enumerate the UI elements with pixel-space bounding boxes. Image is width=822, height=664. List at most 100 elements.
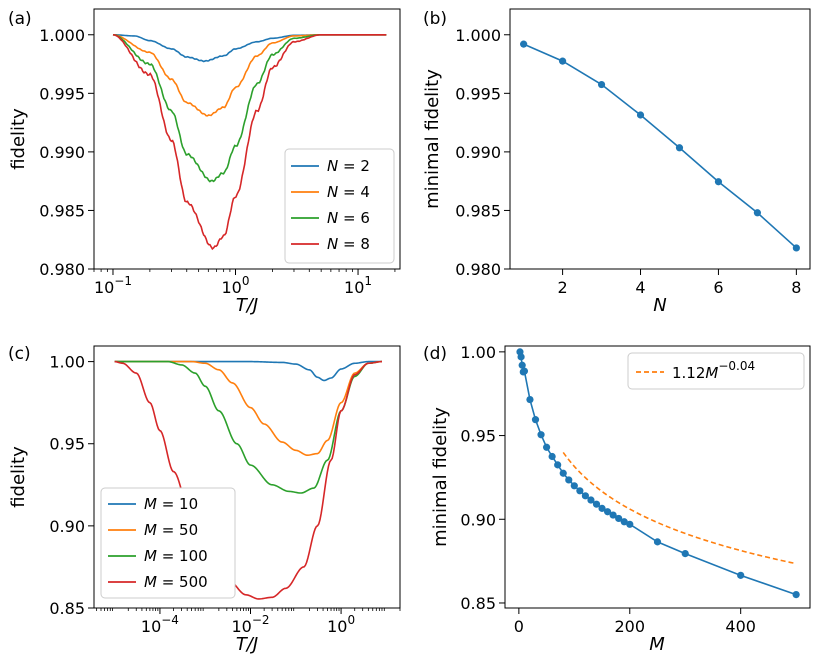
panel-d-ticks: 0 200 400 0.85 0.90 0.95 1.00 <box>460 343 756 636</box>
panel-a-ticks: 10−1 100 101 0.980 0.985 0.990 0.995 1.000 <box>39 26 396 297</box>
legend-label: N = 6 <box>327 209 370 227</box>
data-point <box>537 431 545 439</box>
panel-d-ylabel: minimal fidelity <box>430 407 451 547</box>
x-tick-label: 8 <box>791 278 801 297</box>
x-tick-label: 100 <box>327 613 355 636</box>
panel-c-frame <box>93 345 401 609</box>
x-tick-label: 400 <box>725 617 756 636</box>
data-point <box>558 57 567 65</box>
data-point <box>615 514 623 523</box>
data-point <box>675 144 684 152</box>
panel-c-ticks: 10−4 10−2 100 0.85 0.90 0.95 1.00 <box>49 353 401 636</box>
series-line <box>523 43 797 249</box>
x-tick-label: 101 <box>344 274 372 297</box>
data-point <box>753 209 762 217</box>
panel-d-label: (d) <box>423 344 447 364</box>
data-point <box>565 476 573 484</box>
panel-a-xlabel: T/J <box>236 295 258 316</box>
legend-label: M = 100 <box>144 547 208 565</box>
y-tick-label: 0.90 <box>460 510 496 529</box>
panel-c-series <box>114 360 382 600</box>
data-point <box>570 482 578 490</box>
x-tick-label: 10−1 <box>94 274 132 297</box>
data-point <box>548 452 556 461</box>
fit-line <box>562 451 797 565</box>
x-tick-label: 10−4 <box>141 613 179 636</box>
y-tick-label: 1.000 <box>39 26 85 45</box>
y-tick-label: 0.85 <box>49 599 85 618</box>
x-tick-label: 4 <box>635 278 645 297</box>
y-tick-label: 0.95 <box>49 435 85 454</box>
data-point <box>518 361 526 369</box>
panel-b-label: (b) <box>423 9 447 29</box>
legend-label: M = 500 <box>144 573 208 591</box>
y-tick-label: 1.00 <box>460 343 496 362</box>
data-point <box>520 40 528 48</box>
data-point <box>714 178 723 186</box>
data-point <box>653 538 662 546</box>
x-tick-label: 6 <box>713 278 723 297</box>
legend-label: 1.12M−0.04 <box>672 359 755 382</box>
data-point <box>581 492 590 500</box>
x-tick-label: 10−2 <box>231 613 269 636</box>
x-tick-label: 200 <box>614 617 645 636</box>
y-tick-label: 0.90 <box>49 517 85 536</box>
panel-a-label: (a) <box>8 9 32 29</box>
data-point <box>517 353 525 361</box>
y-tick-label: 0.990 <box>39 143 85 162</box>
data-point <box>681 549 689 558</box>
panel-a-ylabel: fidelity <box>8 108 29 170</box>
series-line-N8 <box>112 33 387 251</box>
data-point <box>609 511 617 519</box>
panel-c-label: (c) <box>8 344 31 364</box>
panel-a-legend-box <box>284 148 395 264</box>
legend-label: M = 10 <box>144 495 198 513</box>
panel-a-legend: N = 2 N = 4 N = 6 N = 8 <box>284 148 395 264</box>
panel-d-legend-box <box>627 352 805 390</box>
panel-c-ylabel: fidelity <box>8 446 29 508</box>
panel-c-xlabel: T/J <box>236 634 258 655</box>
x-tick-label: 100 <box>222 274 250 297</box>
legend-label: N = 8 <box>327 235 370 253</box>
legend-label: N = 2 <box>327 157 370 175</box>
y-tick-label: 0.990 <box>455 143 501 162</box>
legend-label: N = 4 <box>327 183 370 201</box>
data-point <box>792 244 800 252</box>
panel-c: (c) 10−4 10−2 100 0.85 0.90 0.95 1.00 T/J fide… <box>8 344 401 655</box>
series-line-M500 <box>114 360 382 600</box>
data-point <box>792 591 800 599</box>
panel-b-series <box>520 40 800 252</box>
data-point <box>603 508 612 516</box>
panel-b-xlabel: N <box>653 295 666 316</box>
panel-a-frame <box>93 8 401 270</box>
panel-d-legend: 1.12M−0.04 <box>627 352 805 390</box>
data-point <box>620 518 628 526</box>
y-tick-label: 0.995 <box>39 84 85 103</box>
y-tick-label: 0.995 <box>455 84 501 103</box>
y-tick-label: 0.985 <box>39 201 85 220</box>
panel-a: (a) 10−1 100 1010.9800.9850.9900.9951.000 … <box>8 8 401 316</box>
data-point <box>531 416 540 424</box>
y-tick-label: 0.980 <box>39 260 85 279</box>
data-point <box>592 500 601 508</box>
data-point <box>526 395 534 404</box>
data-point <box>576 487 584 495</box>
series-line-M50 <box>114 360 382 457</box>
data-point <box>598 504 606 512</box>
y-tick-label: 0.85 <box>460 594 496 613</box>
x-tick-label: 2 <box>558 278 568 297</box>
data-point <box>587 496 595 504</box>
y-tick-label: 1.00 <box>49 353 85 372</box>
panel-d-xlabel: M <box>649 634 665 655</box>
y-tick-label: 0.980 <box>455 260 501 279</box>
y-tick-label: 0.985 <box>455 201 501 220</box>
series-line-M100 <box>114 360 382 494</box>
legend-label: M = 50 <box>144 521 198 539</box>
panel-d-series <box>516 348 800 599</box>
data-point <box>520 367 529 375</box>
panel-d-frame <box>504 345 811 609</box>
data-point <box>542 443 551 451</box>
series-line-M10 <box>114 360 382 382</box>
data-point <box>597 80 606 89</box>
